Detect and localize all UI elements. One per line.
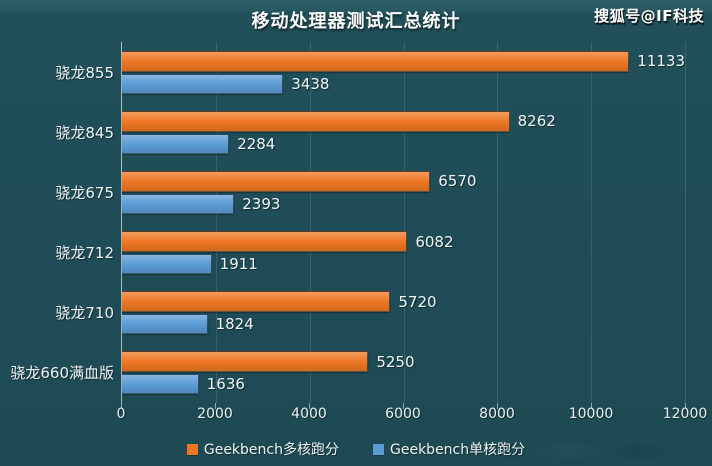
multi-core-bar: [122, 50, 630, 72]
x-tick: [497, 403, 498, 409]
multi-core-bar: [122, 291, 391, 313]
bar-group: 8262 2284: [122, 102, 685, 162]
bar-row: 1824: [122, 314, 685, 335]
multi-core-bar: [122, 170, 431, 192]
x-tick: [685, 403, 686, 409]
category-label: 骁龙710: [55, 304, 114, 323]
bar-value-label: 2393: [242, 194, 281, 213]
bar-row: 11133: [122, 50, 685, 72]
gridline: [403, 42, 405, 403]
bar-row: 5720: [122, 291, 685, 313]
single-core-bar: [122, 374, 199, 395]
single-core-bar: [122, 193, 235, 214]
category-axis: 骁龙855 骁龙845 骁龙675 骁龙712 骁龙710 骁龙660满血版: [0, 42, 121, 403]
x-tick-label: 2000: [197, 406, 233, 422]
single-core-bar: [122, 133, 230, 154]
single-core-bar: [122, 254, 212, 275]
legend-label-single-core: Geekbench单核跑分: [390, 442, 526, 458]
gridline: [685, 42, 686, 403]
x-tick-label: 8000: [479, 406, 515, 422]
gridline: [497, 42, 499, 403]
watermark-text: 搜狐号@IF科技: [594, 7, 704, 25]
multi-core-bar: [122, 231, 408, 253]
bar-row: 2393: [122, 193, 685, 214]
bar-group: 5720 1824: [122, 283, 685, 343]
multi-core-bar: [122, 351, 369, 373]
x-tick-label: 12000: [662, 406, 708, 422]
bar-value-label: 1911: [219, 255, 258, 274]
bar-row: 2284: [122, 133, 685, 154]
single-core-swatch-icon: [373, 443, 384, 455]
category-label: 骁龙675: [55, 183, 114, 202]
bar-row: 6570: [122, 170, 685, 192]
bar-row: 1911: [122, 254, 685, 275]
category-label: 骁龙660满血版: [10, 364, 114, 383]
legend-label-multi-core: Geekbench多核跑分: [203, 442, 339, 458]
x-tick: [591, 403, 592, 409]
bar-row: 6082: [122, 231, 685, 253]
bar-value-label: 6082: [415, 232, 454, 251]
bar-group: 6570 2393: [122, 162, 685, 222]
category-label: 骁龙845: [55, 123, 114, 142]
bar-value-label: 11133: [637, 52, 685, 71]
bar-value-label: 2284: [237, 134, 276, 153]
bar-value-label: 1824: [215, 315, 254, 334]
x-tick-label: 4000: [291, 406, 327, 422]
x-tick: [403, 403, 404, 409]
legend-item-multi-core: Geekbench多核跑分: [186, 439, 339, 459]
x-tick-label: 10000: [568, 406, 614, 422]
bar-group: 6082 1911: [122, 223, 685, 283]
bar-group: 5250 1636: [122, 343, 685, 403]
gridline: [591, 42, 593, 403]
bar-value-label: 6570: [438, 172, 477, 191]
category-label: 骁龙855: [55, 63, 114, 82]
x-axis-labels: 0 2000 4000 6000 8000 10000 12000: [117, 406, 708, 424]
blurred-watermark-smudge: [500, 444, 680, 458]
chart-body: 骁龙855 骁龙845 骁龙675 骁龙712 骁龙710 骁龙660满血版 11133 3…: [0, 42, 686, 403]
x-tick: [121, 403, 122, 409]
multi-core-swatch-icon: [186, 443, 198, 455]
multi-core-bar: [122, 110, 510, 132]
bar-value-label: 1636: [206, 375, 245, 394]
x-tick-label: 6000: [385, 406, 421, 422]
category-label: 骁龙712: [55, 244, 114, 263]
bar-row: 8262: [122, 110, 685, 132]
bar-row: 1636: [122, 374, 685, 395]
gridline: [309, 42, 311, 403]
x-tick-label: 0: [116, 406, 126, 422]
bar-row: 5250: [122, 351, 685, 373]
single-core-bar: [122, 314, 208, 335]
x-tick: [215, 403, 216, 409]
chart-title: 移动处理器测试汇总统计: [251, 11, 461, 32]
x-tick: [309, 403, 310, 409]
x-axis-ticks: [121, 403, 686, 409]
bar-value-label: 8262: [517, 112, 556, 131]
legend-item-single-core: Geekbench单核跑分: [373, 439, 525, 459]
bar-value-label: 3438: [291, 74, 330, 93]
bar-row: 3438: [122, 73, 685, 94]
bar-group: 11133 3438: [122, 42, 685, 102]
single-core-bar: [122, 73, 284, 94]
bar-value-label: 5250: [376, 352, 415, 371]
gridline: [215, 42, 217, 403]
legend: Geekbench多核跑分 Geekbench单核跑分: [0, 439, 712, 459]
bar-value-label: 5720: [398, 292, 437, 311]
plot-area: 11133 3438 8262 2284 6570 2393 6082 1911 5720 182…: [121, 42, 686, 403]
